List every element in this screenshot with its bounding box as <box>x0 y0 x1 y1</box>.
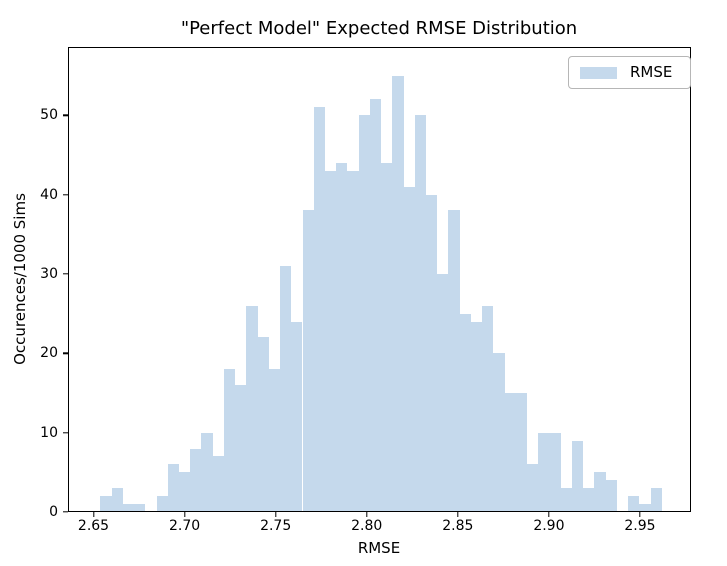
histogram-bar <box>571 440 584 512</box>
histogram-bar <box>437 273 449 512</box>
histogram-bar <box>201 432 213 512</box>
histogram-bar <box>403 186 415 512</box>
histogram-bar <box>246 305 258 512</box>
y-tick-mark <box>63 352 68 354</box>
histogram-bar <box>268 369 281 512</box>
histogram-bar <box>369 99 382 512</box>
histogram-bar <box>515 392 528 512</box>
histogram-bar <box>583 488 595 512</box>
histogram-bar <box>291 321 303 512</box>
histogram-bar <box>167 464 179 512</box>
x-tick-mark <box>639 512 641 517</box>
y-tick-label: 0 <box>49 504 58 520</box>
x-tick-label: 2.70 <box>168 518 201 534</box>
x-tick-mark <box>366 512 368 517</box>
x-tick-label: 2.80 <box>351 518 383 534</box>
y-tick-label: 40 <box>40 186 58 203</box>
histogram-bar <box>336 162 348 512</box>
y-tick-mark <box>63 431 68 434</box>
y-tick-label: 30 <box>40 265 58 282</box>
histogram-bar <box>223 369 236 512</box>
y-tick-mark <box>63 511 68 513</box>
histogram-bar <box>639 504 651 512</box>
histogram-bar <box>324 170 337 512</box>
x-tick-label: 2.85 <box>442 518 474 534</box>
plot-area: RMSE <box>68 47 691 512</box>
histogram-bar <box>504 392 516 512</box>
histogram-bar <box>100 496 112 512</box>
histogram-bar <box>426 194 438 512</box>
histogram-bar <box>313 107 325 512</box>
histogram-bar <box>111 488 123 512</box>
histogram-bar <box>493 353 505 512</box>
histogram-bar <box>650 488 662 512</box>
y-tick-mark <box>63 273 68 275</box>
histogram-bar <box>482 305 494 512</box>
x-tick-label: 2.95 <box>624 518 656 534</box>
histogram-bar <box>190 448 202 512</box>
x-tick-mark <box>457 512 459 517</box>
histogram-bar <box>381 162 393 512</box>
histogram-bar <box>358 115 370 512</box>
histogram-bar <box>122 504 135 512</box>
y-tick-label: 20 <box>40 345 58 362</box>
histogram-bar <box>156 496 168 512</box>
histogram-bar <box>538 432 550 512</box>
histogram-bar <box>470 321 483 512</box>
x-tick-label: 2.75 <box>260 518 292 534</box>
histogram-bar <box>560 488 572 512</box>
x-tick-label: 2.90 <box>533 518 565 534</box>
x-tick-label: 2.65 <box>77 518 110 534</box>
histogram-bar <box>414 115 426 512</box>
histogram-bar <box>280 266 292 512</box>
y-tick-mark <box>63 114 68 116</box>
histogram-bar <box>448 210 460 512</box>
histogram-bar <box>235 385 247 512</box>
histogram-bar <box>392 75 404 512</box>
y-tick-label: 50 <box>40 107 58 124</box>
histogram-bar <box>605 480 617 512</box>
histogram-bar <box>302 210 314 512</box>
histogram-bar <box>179 472 191 512</box>
histogram-bar <box>594 472 606 512</box>
histogram-bar <box>628 496 640 512</box>
legend: RMSE <box>568 56 691 89</box>
y-tick-mark <box>63 193 68 196</box>
histogram-bar <box>257 337 269 512</box>
x-tick-mark <box>183 512 186 517</box>
chart-title: "Perfect Model" Expected RMSE Distributi… <box>180 18 578 39</box>
histogram-bar <box>549 432 561 512</box>
x-tick-mark <box>92 512 95 517</box>
x-tick-mark <box>274 512 277 517</box>
histogram-bar <box>527 464 539 512</box>
histogram-bar <box>347 170 359 512</box>
histogram-bar <box>134 504 146 512</box>
legend-label: RMSE <box>630 63 673 81</box>
x-axis-label: RMSE <box>357 539 401 557</box>
histogram-bar <box>212 456 224 512</box>
legend-swatch-icon <box>580 66 617 79</box>
y-axis-label: Occurences/1000 Sims <box>11 193 29 365</box>
y-tick-label: 10 <box>40 424 58 441</box>
x-tick-mark <box>548 512 550 517</box>
histogram-bar <box>459 313 471 512</box>
